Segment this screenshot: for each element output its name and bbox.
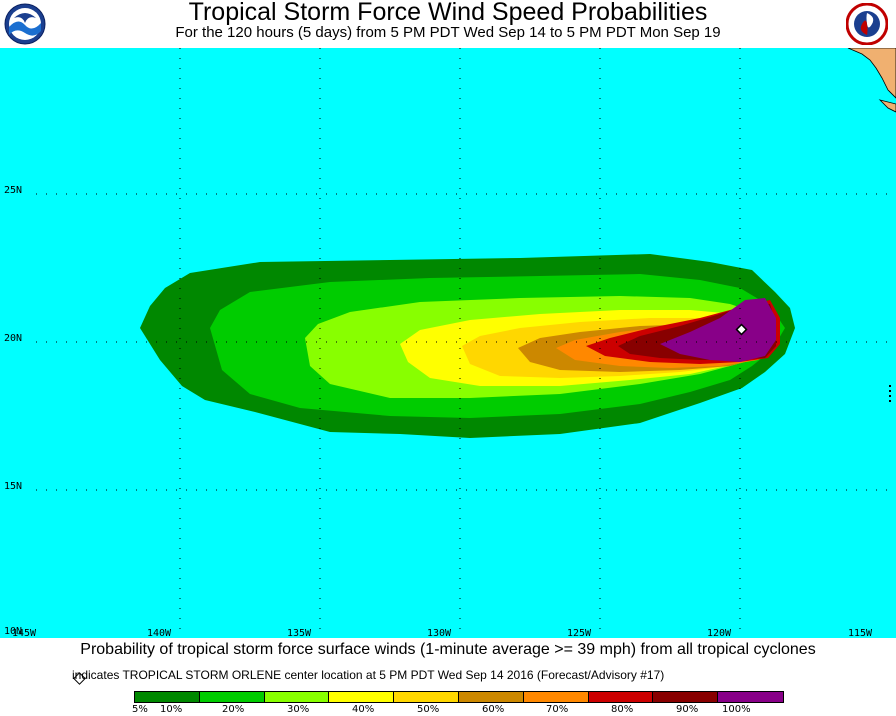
legend-label-70: 70% [546,704,569,715]
nws-logo-icon [845,2,889,46]
legend-label-20: 20% [222,704,245,715]
map-description: Probability of tropical storm force surf… [80,641,816,658]
lon-label-120w: 120W [707,628,732,639]
probability-map: 25N 20N 15N 10N 145W 140W 135W 130W 125W… [0,48,896,639]
legend-swatch-40-50 [394,692,459,702]
lat-label-10n: 10N [4,626,23,637]
page-title: Tropical Storm Force Wind Speed Probabil… [188,0,708,26]
legend-label-40: 40% [352,704,375,715]
page-subtitle: For the 120 hours (5 days) from 5 PM PDT… [175,24,721,41]
legend-swatch-50-60 [458,692,524,702]
lat-label-25n: 25N [4,185,23,196]
graticule [36,48,896,638]
legend-swatch-20-30 [264,692,330,702]
contour-90pct [660,298,776,362]
storm-center-note: indicates TROPICAL STORM ORLENE center l… [72,668,665,682]
lon-label-145w: 145W [12,628,37,639]
legend-label-100: 100% [722,704,751,715]
legend-label-10: 10% [160,704,183,715]
legend-label-90: 90% [676,704,699,715]
coastline-land [847,48,896,99]
lon-label-135w: 135W [287,628,312,639]
lat-label-15n: 15N [4,481,23,492]
legend-swatch-5-10 [135,692,200,702]
lon-label-115w: 115W [848,628,873,639]
color-legend [134,691,784,703]
legend-label-30: 30% [287,704,310,715]
storm-center-marker [735,323,748,336]
coastline-land-2 [878,99,896,113]
header: Tropical Storm Force Wind Speed Probabil… [0,0,896,48]
legend-label-60: 60% [482,704,505,715]
legend-swatch-60-70 [523,692,589,702]
legend-swatch-90-100 [718,692,783,702]
legend-swatch-70-80 [588,692,654,702]
lon-label-140w: 140W [147,628,172,639]
legend-swatch-10-20 [199,692,265,702]
lon-label-125w: 125W [567,628,592,639]
legend-label-80: 80% [611,704,634,715]
noaa-logo-icon [4,3,46,45]
legend-swatch-30-40 [329,692,395,702]
lat-label-20n: 20N [4,333,23,344]
lon-label-130w: 130W [427,628,452,639]
legend-label-50: 50% [417,704,440,715]
legend-label-5: 5% [132,704,148,715]
legend-swatch-80-90 [653,692,719,702]
island-dots [889,385,891,402]
